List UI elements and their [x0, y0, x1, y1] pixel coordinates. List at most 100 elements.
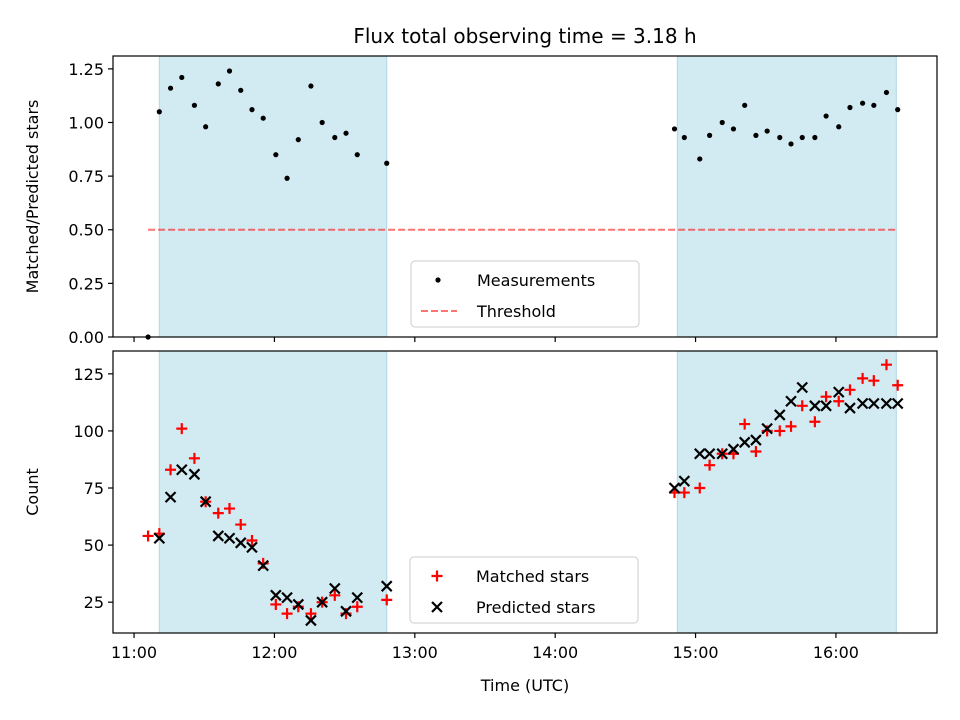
- predicted-star-point: [246, 541, 258, 554]
- measurement-point: [742, 102, 748, 108]
- measurement-point: [823, 113, 829, 119]
- legend-measurement-swatch: [435, 277, 441, 283]
- measurement-point: [156, 109, 162, 115]
- matched-star-point: [165, 464, 177, 476]
- measurement-point: [777, 134, 783, 141]
- predicted-star-point: [844, 402, 856, 414]
- matched-star-point: [270, 598, 282, 610]
- predicted-star-point: [212, 530, 225, 542]
- measurement-point: [273, 152, 279, 158]
- measurement-point: [249, 107, 255, 113]
- predicted-star-point: [153, 532, 166, 545]
- measurement-point: [730, 126, 737, 132]
- legend-matched-swatch: [431, 570, 443, 582]
- measurement-point: [179, 74, 185, 81]
- legend-label: Matched stars: [476, 567, 589, 586]
- y-tick-label: 1.25: [68, 60, 104, 79]
- y-tick-label: 50: [84, 536, 104, 555]
- observing-window-shade: [159, 351, 387, 633]
- predicted-star-point: [693, 447, 706, 460]
- predicted-star-point: [891, 397, 904, 410]
- observing-window-shade: [677, 56, 897, 337]
- matched-star-point: [809, 416, 821, 428]
- measurement-point: [671, 126, 678, 132]
- y-tick-label: 100: [73, 422, 104, 441]
- predicted-star-point: [668, 482, 681, 494]
- measurement-point: [860, 100, 866, 106]
- measurement-point: [836, 124, 842, 130]
- x-tick-label: 11:00: [111, 643, 157, 662]
- predicted-star-point: [351, 591, 364, 604]
- matched-star-point: [188, 452, 200, 464]
- measurement-point: [883, 89, 890, 96]
- predicted-star-point: [164, 491, 177, 503]
- matched-star-point: [820, 391, 832, 403]
- predicted-star-point: [820, 400, 832, 412]
- matched-star-point: [880, 359, 892, 371]
- predicted-star-point: [868, 397, 880, 410]
- matched-star-point: [785, 420, 797, 432]
- measurement-point: [895, 107, 901, 113]
- measurement-point: [681, 134, 687, 141]
- legend-predicted-swatch: [431, 601, 443, 613]
- matched-star-point: [246, 535, 258, 547]
- predicted-star-point: [188, 468, 201, 481]
- predicted-star-point: [270, 589, 282, 602]
- matched-star-point: [704, 459, 716, 471]
- predicted-star-point: [761, 422, 773, 435]
- matched-star-point: [694, 482, 706, 494]
- predicted-star-point: [880, 397, 893, 410]
- measurement-point: [753, 132, 759, 138]
- y-tick-label: 0.50: [68, 221, 104, 240]
- measurement-point: [284, 175, 290, 181]
- matched-star-point: [750, 445, 762, 457]
- x-tick-label: 14:00: [532, 643, 578, 662]
- matched-star-point: [739, 418, 751, 430]
- bottom-panel: 25 50 75 100 125 11:00 12:00 13:00 14:00 15:00 16:…: [23, 350, 938, 662]
- matched-star-point: [844, 384, 856, 396]
- measurement-point: [706, 132, 713, 138]
- matched-star-point: [142, 530, 154, 542]
- predicted-star-point: [316, 596, 328, 608]
- matched-star-point: [774, 425, 786, 437]
- matched-star-point: [381, 594, 393, 606]
- measurement-point: [215, 81, 221, 87]
- matched-star-point: [857, 372, 869, 384]
- predicted-star-point: [329, 582, 341, 595]
- measurement-point: [343, 130, 349, 136]
- predicted-star-point: [832, 386, 845, 398]
- axes-frame: [112, 55, 938, 338]
- matched-star-point: [892, 379, 904, 391]
- y-tick-label: 0.75: [68, 167, 104, 186]
- matched-star-point: [212, 507, 224, 519]
- predicted-star-point: [340, 605, 352, 618]
- x-tick-label: 15:00: [673, 643, 719, 662]
- measurement-point: [384, 160, 390, 166]
- y-tick-label: 125: [73, 365, 104, 384]
- observing-window-shade: [677, 351, 897, 633]
- predicted-star-point: [292, 598, 305, 611]
- legend-label: Predicted stars: [476, 598, 596, 617]
- legend-label: Measurements: [477, 271, 595, 290]
- predicted-star-point: [281, 591, 293, 604]
- predicted-star-point: [234, 537, 247, 549]
- measurement-point: [764, 128, 770, 134]
- x-axis-label: Time (UTC): [480, 676, 569, 695]
- predicted-star-point: [199, 495, 212, 508]
- measurement-point: [697, 156, 703, 162]
- matched-star-point: [329, 589, 341, 601]
- measurement-point: [812, 134, 818, 141]
- legend-box: [410, 260, 640, 328]
- predicted-star-point: [809, 400, 821, 412]
- y-tick-label: 75: [84, 479, 104, 498]
- predicted-star-point: [305, 614, 317, 627]
- measurement-point: [167, 85, 174, 91]
- observing-window-shade: [159, 56, 387, 337]
- y-axis-label: Matched/Predicted stars: [23, 100, 42, 294]
- matched-star-point: [235, 519, 247, 531]
- measurement-point: [191, 102, 198, 108]
- matched-star-point: [833, 395, 845, 407]
- predicted-star-point: [738, 436, 751, 449]
- predicted-star-point: [750, 434, 762, 446]
